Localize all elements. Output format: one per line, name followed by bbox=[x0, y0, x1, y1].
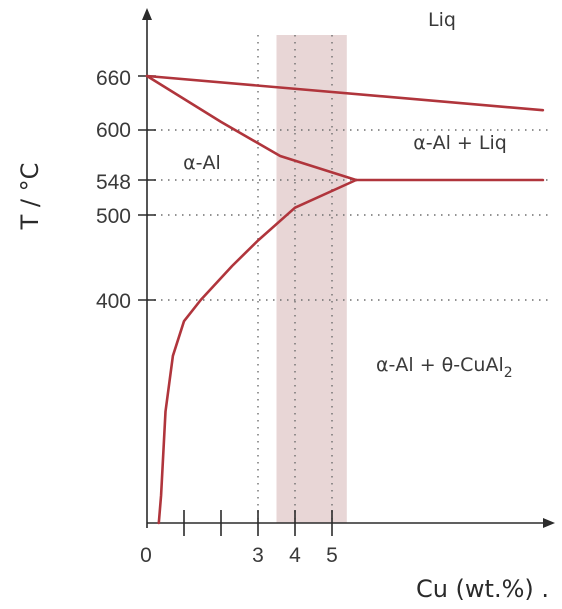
x-axis-title: Cu (wt.%) . bbox=[416, 575, 549, 603]
axes bbox=[142, 8, 555, 528]
y-tick-label: 400 bbox=[96, 290, 131, 313]
region-label-alpha: α-Al bbox=[183, 152, 221, 174]
phase-boundaries bbox=[145, 74, 545, 525]
x-tick-label: 4 bbox=[289, 544, 301, 567]
y-tick-label: 600 bbox=[96, 119, 131, 142]
x-axis-arrow bbox=[543, 518, 555, 528]
region-label-alpha-theta-subscript: 2 bbox=[504, 365, 513, 381]
y-tick-label: 548 bbox=[96, 171, 131, 194]
y-tick-label: 500 bbox=[96, 205, 131, 228]
region-label-alpha-theta-main: α-Al + θ-CuAl bbox=[376, 354, 504, 376]
region-label-alpha-theta: α-Al + θ-CuAl2 bbox=[376, 354, 513, 381]
gridlines bbox=[147, 35, 548, 523]
highlight-band bbox=[276, 35, 347, 523]
ticks bbox=[138, 75, 333, 536]
y-axis-arrow bbox=[142, 8, 152, 20]
region-label-liquid: Liq bbox=[428, 9, 456, 31]
region-label-alpha-liquid: α-Al + Liq bbox=[413, 132, 507, 154]
phase-boundary-line bbox=[145, 74, 358, 182]
phase-boundary-line bbox=[157, 178, 358, 525]
x-tick-label: 5 bbox=[326, 544, 338, 567]
y-axis-title: T / °C bbox=[16, 163, 44, 231]
x-tick-label: 0 bbox=[140, 544, 152, 567]
phase-boundary-line bbox=[145, 74, 545, 112]
x-tick-label: 3 bbox=[252, 544, 264, 567]
y-tick-label: 660 bbox=[96, 67, 131, 90]
